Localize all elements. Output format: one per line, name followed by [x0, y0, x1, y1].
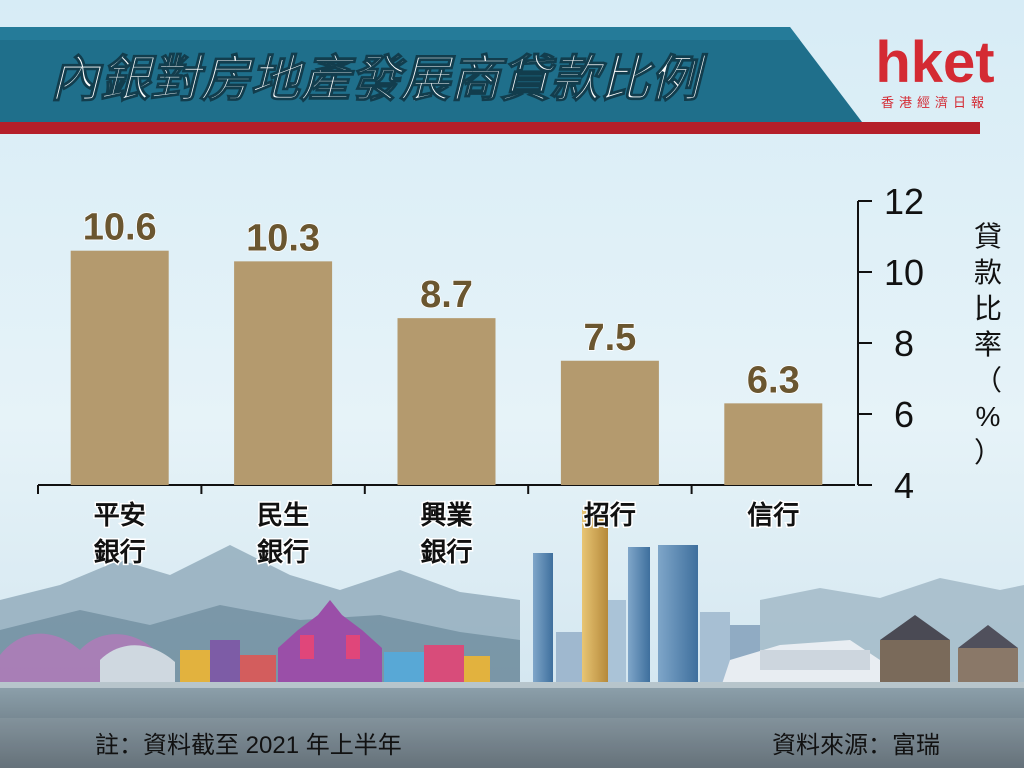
footnote: 註：資料截至 2021 年上半年 [95, 732, 402, 759]
header-banner [0, 27, 980, 134]
page-title: 內銀對房地產發展商貸款比例 [50, 51, 708, 107]
category-label-5: 信行 [747, 500, 799, 530]
hket-logo: hket [875, 30, 994, 95]
bar-2 [234, 261, 333, 485]
category-label-2: 銀行 [257, 537, 309, 567]
y-axis-label: 貸款比率（%） [974, 221, 1002, 468]
value-label-5: 6.3 [747, 359, 800, 401]
category-label-4: 招行 [584, 500, 636, 530]
y-tick-label: 4 [894, 465, 914, 506]
logo-subtitle: 香港經濟日報 [881, 95, 989, 110]
source-note: 資料來源：富瑞 [772, 732, 940, 759]
footer: 註：資料截至 2021 年上半年 資料來源：富瑞 [0, 718, 1024, 768]
category-label-1: 銀行 [94, 537, 146, 567]
category-label-3: 銀行 [420, 537, 472, 567]
category-label-2: 民生 [257, 500, 309, 530]
y-tick-label: 8 [894, 323, 914, 364]
category-label-3: 興業 [420, 500, 472, 530]
value-label-4: 7.5 [583, 317, 636, 359]
bar-3 [397, 318, 496, 485]
skyline-scenery [0, 510, 1024, 768]
bar-5 [724, 403, 823, 485]
y-tick-label: 12 [884, 181, 924, 222]
bar-1 [70, 250, 169, 485]
y-tick-label: 10 [884, 252, 924, 293]
value-label-1: 10.6 [83, 207, 157, 249]
value-label-2: 10.3 [246, 217, 320, 259]
y-tick-label: 6 [894, 394, 914, 435]
category-label-1: 平安 [94, 500, 146, 530]
bar-4 [560, 360, 659, 485]
value-label-3: 8.7 [420, 274, 473, 316]
